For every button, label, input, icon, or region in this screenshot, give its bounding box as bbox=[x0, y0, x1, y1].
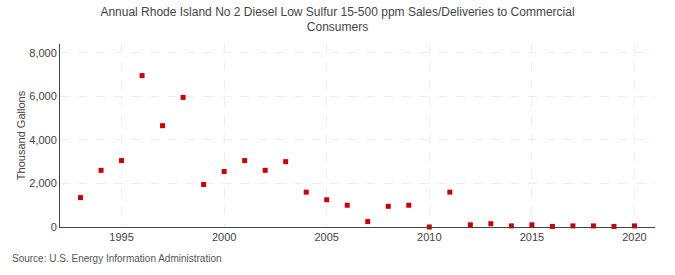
svg-text:6,000: 6,000 bbox=[29, 90, 57, 102]
svg-text:2000: 2000 bbox=[212, 231, 236, 243]
svg-text:2010: 2010 bbox=[417, 231, 441, 243]
svg-text:0: 0 bbox=[51, 221, 57, 233]
svg-text:Annual Rhode Island No 2 Diese: Annual Rhode Island No 2 Diesel Low Sulf… bbox=[100, 5, 574, 35]
svg-text:2005: 2005 bbox=[314, 231, 338, 243]
svg-text:2015: 2015 bbox=[520, 231, 544, 243]
svg-text:1995: 1995 bbox=[109, 231, 133, 243]
svg-text:8,000: 8,000 bbox=[29, 47, 57, 59]
svg-text:2,000: 2,000 bbox=[29, 177, 57, 189]
svg-text:2020: 2020 bbox=[622, 231, 646, 243]
svg-text:4,000: 4,000 bbox=[29, 134, 57, 146]
svg-text:Source: U.S. Energy Informatio: Source: U.S. Energy Information Administ… bbox=[12, 253, 222, 264]
svg-text:Thousand Gallons: Thousand Gallons bbox=[15, 90, 27, 180]
